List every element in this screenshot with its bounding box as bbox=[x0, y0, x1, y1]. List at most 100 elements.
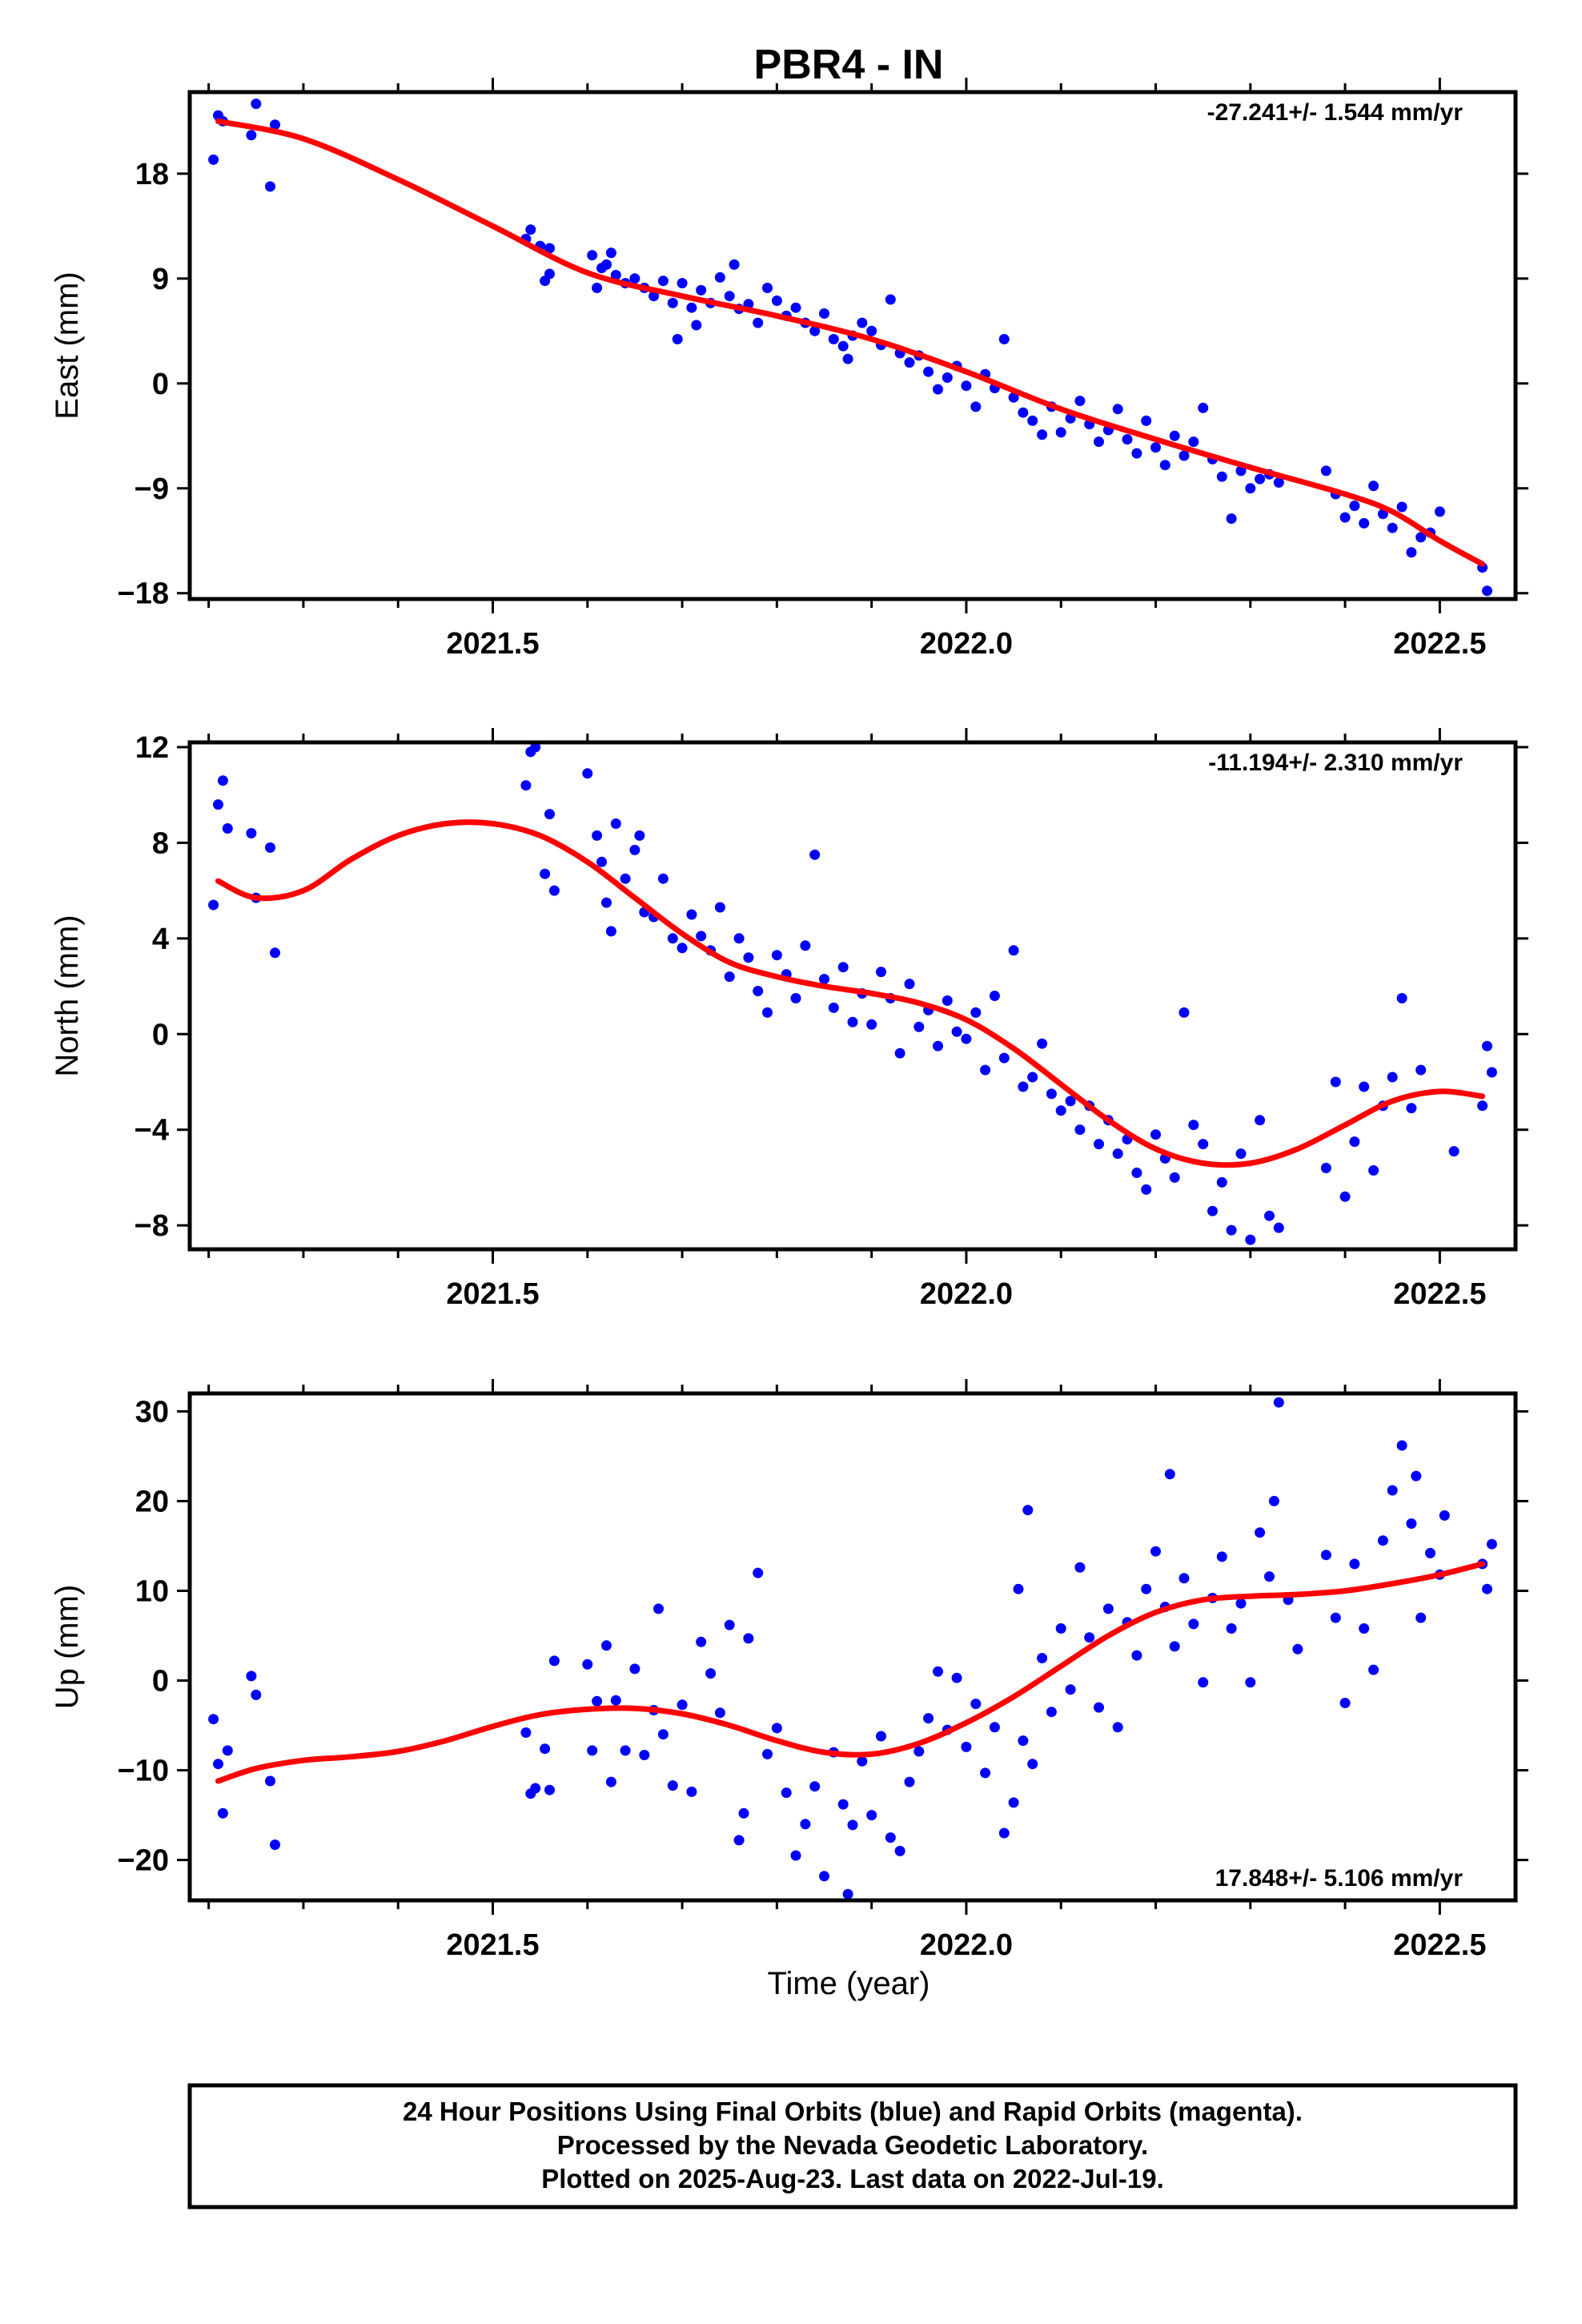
up-data-point bbox=[913, 1746, 925, 1757]
up-y-tick-label: 10 bbox=[135, 1574, 169, 1608]
north-data-point bbox=[1406, 1103, 1417, 1114]
north-data-point bbox=[1216, 1176, 1227, 1188]
east-data-point bbox=[1159, 460, 1170, 471]
up-data-point bbox=[1439, 1510, 1450, 1521]
east-data-point bbox=[525, 224, 536, 235]
up-data-point bbox=[980, 1767, 991, 1779]
up-data-point bbox=[771, 1723, 782, 1734]
up-y-tick-label: 20 bbox=[135, 1485, 169, 1518]
up-data-point bbox=[1131, 1650, 1142, 1661]
up-data-point bbox=[1046, 1707, 1057, 1718]
east-data-point bbox=[672, 334, 683, 344]
north-data-point bbox=[208, 899, 219, 911]
up-data-point bbox=[217, 1807, 228, 1819]
east-data-point bbox=[610, 270, 621, 280]
up-data-point bbox=[724, 1619, 735, 1630]
up-data-point bbox=[1178, 1573, 1190, 1584]
up-data-point bbox=[1188, 1618, 1199, 1630]
east-data-point bbox=[1226, 513, 1237, 525]
east-data-point bbox=[1245, 483, 1256, 494]
east-y-tick-label: −18 bbox=[118, 577, 169, 611]
east-data-point bbox=[857, 317, 868, 328]
north-data-point bbox=[1008, 945, 1019, 956]
up-data-point bbox=[781, 1787, 792, 1799]
east-data-point bbox=[809, 325, 821, 336]
up-data-point bbox=[1055, 1623, 1066, 1634]
north-data-point bbox=[904, 979, 915, 990]
north-data-point bbox=[1349, 1136, 1360, 1148]
north-data-point bbox=[809, 849, 821, 860]
north-data-point bbox=[942, 995, 953, 1006]
north-data-point bbox=[213, 799, 223, 810]
up-y-tick-label: −10 bbox=[118, 1755, 169, 1788]
up-data-point bbox=[667, 1780, 678, 1791]
north-y-tick-label: −4 bbox=[135, 1114, 169, 1148]
north-data-point bbox=[837, 962, 849, 973]
east-data-point bbox=[1198, 402, 1209, 413]
north-rate-label: -11.194+/- 2.310 mm/yr bbox=[1208, 750, 1463, 776]
north-data-point bbox=[677, 943, 688, 954]
east-data-point bbox=[629, 273, 640, 284]
east-data-point bbox=[904, 357, 915, 368]
north-data-point bbox=[265, 842, 275, 853]
up-data-point bbox=[809, 1781, 821, 1792]
up-data-point bbox=[1482, 1583, 1492, 1594]
north-x-tick-label: 2022.0 bbox=[920, 1277, 1013, 1311]
north-x-tick-label: 2021.5 bbox=[446, 1277, 539, 1311]
east-data-point bbox=[1415, 532, 1427, 543]
up-data-point bbox=[1065, 1684, 1076, 1695]
caption-line-1: 24 Hour Positions Using Final Orbits (bl… bbox=[403, 2097, 1303, 2126]
east-data-point bbox=[1018, 407, 1029, 418]
up-data-point bbox=[1255, 1527, 1266, 1538]
up-data-point bbox=[866, 1810, 877, 1821]
north-data-point bbox=[980, 1064, 991, 1076]
north-data-point bbox=[1255, 1115, 1266, 1126]
north-data-point bbox=[1368, 1165, 1379, 1176]
up-data-point bbox=[989, 1722, 1000, 1733]
caption-box: 24 Hour Positions Using Final Orbits (bl… bbox=[187, 2083, 1518, 2209]
east-data-point bbox=[1273, 477, 1284, 488]
up-data-point bbox=[933, 1666, 943, 1677]
east-data-point bbox=[667, 297, 678, 308]
east-y-tick-label: 18 bbox=[135, 158, 169, 191]
up-data-point bbox=[1074, 1562, 1086, 1573]
north-data-point bbox=[762, 1007, 773, 1018]
east-data-point bbox=[696, 284, 707, 296]
north-data-point bbox=[1477, 1100, 1488, 1112]
up-data-point bbox=[1425, 1547, 1435, 1558]
north-data-point bbox=[970, 1007, 982, 1018]
east-data-point bbox=[1216, 471, 1227, 482]
up-data-point bbox=[1198, 1677, 1209, 1688]
east-data-point bbox=[1150, 442, 1161, 453]
up-panel-frame bbox=[187, 1391, 1518, 1903]
up-data-point bbox=[753, 1567, 764, 1578]
north-data-point bbox=[753, 986, 764, 996]
up-data-point bbox=[601, 1640, 612, 1651]
up-data-point bbox=[1320, 1550, 1331, 1561]
up-data-point bbox=[520, 1727, 532, 1738]
east-data-point bbox=[1055, 427, 1066, 438]
east-data-point bbox=[828, 334, 839, 344]
east-data-point bbox=[657, 275, 669, 287]
up-data-point bbox=[857, 1755, 868, 1767]
north-data-point bbox=[217, 775, 228, 786]
north-data-point bbox=[629, 844, 640, 855]
north-data-point bbox=[1264, 1210, 1275, 1221]
up-data-point bbox=[1022, 1505, 1034, 1516]
up-data-point bbox=[213, 1759, 223, 1770]
north-data-point bbox=[819, 974, 829, 985]
north-data-point bbox=[1320, 1163, 1331, 1173]
up-rate-label: 17.848+/- 5.106 mm/yr bbox=[1215, 1865, 1464, 1892]
east-data-point bbox=[885, 294, 896, 305]
east-data-point bbox=[998, 334, 1010, 344]
north-data-point bbox=[1448, 1146, 1460, 1157]
up-data-point bbox=[657, 1729, 669, 1740]
north-data-point bbox=[222, 823, 233, 834]
north-data-point bbox=[743, 952, 754, 963]
east-data-point bbox=[1131, 448, 1142, 459]
up-data-point bbox=[1411, 1470, 1422, 1482]
north-data-point bbox=[1150, 1129, 1161, 1140]
east-data-point bbox=[1406, 547, 1417, 558]
up-data-point bbox=[592, 1695, 603, 1707]
